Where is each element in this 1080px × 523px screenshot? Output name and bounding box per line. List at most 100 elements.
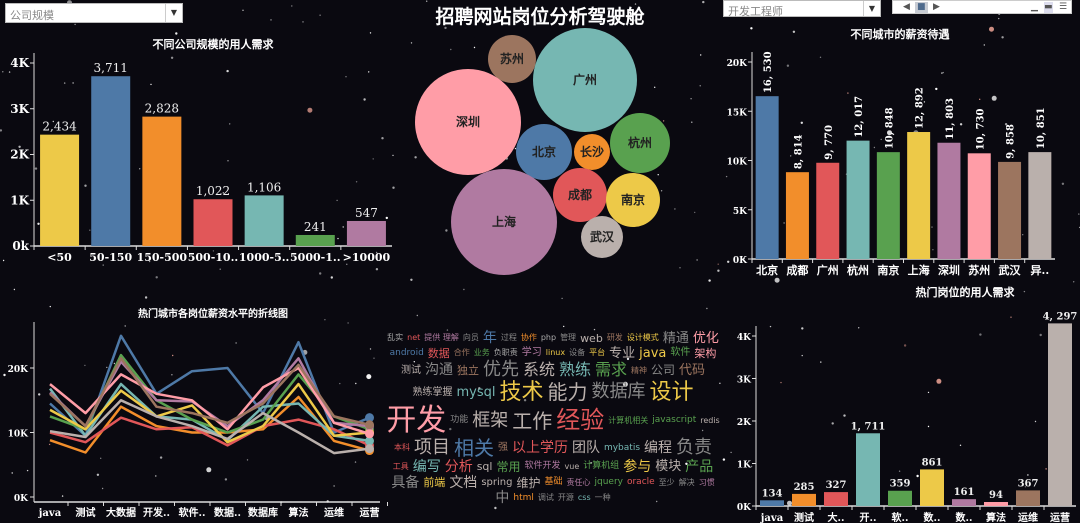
wordcloud-word: 前端 [423, 476, 446, 490]
triangle-left-icon[interactable]: ◀ [903, 2, 910, 12]
wordcloud-word: 能力 [547, 380, 588, 405]
star [991, 95, 997, 101]
x-tick-label: 软.. [892, 511, 909, 523]
city-bubble-label: 上海 [492, 214, 516, 229]
star [72, 82, 74, 84]
wordcloud-word: 提供 理解 [424, 333, 459, 343]
wordcloud-word: 设计 [649, 380, 694, 406]
star [3, 373, 6, 377]
city-bubble [488, 35, 536, 83]
wordcloud-word: php [540, 333, 557, 343]
star [485, 411, 488, 413]
medium-view-icon[interactable]: ▬ [1044, 2, 1053, 13]
star [226, 69, 229, 73]
wordcloud-word: 独立 [456, 364, 479, 377]
star [319, 14, 321, 16]
star [626, 357, 630, 361]
star [903, 344, 907, 347]
x-tick-label: 杭州 [847, 263, 869, 277]
star [927, 425, 930, 428]
chart-title: 热门城市各岗位薪资水平的折线图 [138, 307, 288, 320]
wordcloud-word: javascript [652, 415, 697, 426]
bar-value-label: 134 [762, 488, 783, 499]
triangle-right-icon[interactable]: ▶ [933, 2, 940, 12]
star [843, 414, 846, 417]
square-icon[interactable]: ■ [915, 2, 928, 13]
y-tick-label: 5K [733, 207, 748, 217]
line-end-marker [365, 413, 374, 423]
salary-line [49, 382, 370, 444]
star [478, 418, 480, 421]
star [381, 137, 384, 140]
bar-value-label: 10, 848 [884, 107, 895, 149]
star [719, 382, 721, 384]
keyword-wordcloud: 乱实 net 提供 理解 向员年过程 协作 php 管理 web 研发 设计模式 精通 优化 andro… [386, 331, 720, 506]
star [847, 92, 849, 94]
star [1023, 290, 1026, 293]
bar [1048, 323, 1072, 506]
star [506, 365, 509, 368]
x-tick-label: 算法 [288, 506, 309, 519]
x-tick-label: 大.. [828, 511, 845, 523]
wordcloud-word: 测试 [400, 364, 421, 376]
y-tick-label: 2K [737, 418, 752, 428]
wordcloud-word: 数据 [427, 346, 450, 360]
star [935, 87, 938, 91]
star [473, 46, 476, 49]
star [654, 86, 656, 89]
star [307, 107, 313, 113]
star [463, 288, 465, 291]
city-bubble [581, 216, 623, 258]
star [549, 446, 551, 448]
small-view-icon[interactable]: ▁ [1031, 2, 1038, 12]
city-bubble [533, 28, 637, 132]
salary-line-chart: 热门城市各岗位薪资水平的折线图 0K 10K 20K java 测试 大数据 开发.. 软件..… [8, 307, 388, 519]
chevron-down-icon[interactable]: ▼ [165, 4, 182, 22]
star [100, 457, 102, 459]
x-tick-label: 运营 [1050, 511, 1070, 523]
star [246, 459, 249, 461]
star [102, 264, 104, 266]
wordcloud-word: java [639, 345, 667, 361]
company-size-select[interactable]: 公司规模 ▼ [5, 3, 183, 23]
star [37, 222, 40, 225]
wordcloud-word: 业务 [473, 348, 490, 358]
wordcloud-word: 研发 [606, 333, 623, 343]
star [155, 475, 157, 477]
bar [816, 162, 840, 259]
wordcloud-word: 向员 [462, 333, 479, 343]
bar-value-label: 367 [1018, 478, 1039, 489]
star [1001, 36, 1004, 39]
star [706, 307, 708, 310]
wordcloud-word: 设计模式 [626, 333, 659, 343]
star [819, 56, 822, 58]
bar [876, 152, 900, 259]
wordcloud-word: 专业 [609, 345, 636, 361]
chevron-down-icon[interactable]: ▼ [863, 1, 880, 16]
large-view-icon[interactable]: ☰ [1059, 2, 1068, 12]
bar-value-label: 12, 892 [915, 87, 926, 129]
star [74, 23, 76, 26]
star [2, 71, 4, 73]
y-tick-label: 10K [727, 158, 749, 168]
wordcloud-word: 强 [497, 442, 508, 454]
star [206, 467, 212, 473]
star [660, 190, 663, 192]
bar-value-label: 861 [922, 457, 943, 468]
star [702, 0, 705, 4]
wordcloud-word: css [577, 493, 591, 503]
job-select-value: 开发工程师 [728, 5, 783, 18]
wordcloud-word: 学习 [521, 347, 542, 359]
star [800, 121, 803, 125]
job-select[interactable]: 开发工程师 ▼ [723, 0, 881, 18]
star [224, 478, 228, 481]
star [445, 229, 448, 232]
star [414, 156, 417, 159]
wordcloud-word: 精神 [631, 365, 647, 375]
bar-chart-job_demand: 热门岗位的用人需求 0K 1K 2K 3K 4K 134 java 285 测试 327 大.. 1, … [737, 285, 1078, 523]
wordcloud-word: 乱实 [387, 333, 404, 343]
star [780, 381, 782, 384]
star [49, 305, 51, 308]
x-tick-label: java [38, 508, 62, 519]
